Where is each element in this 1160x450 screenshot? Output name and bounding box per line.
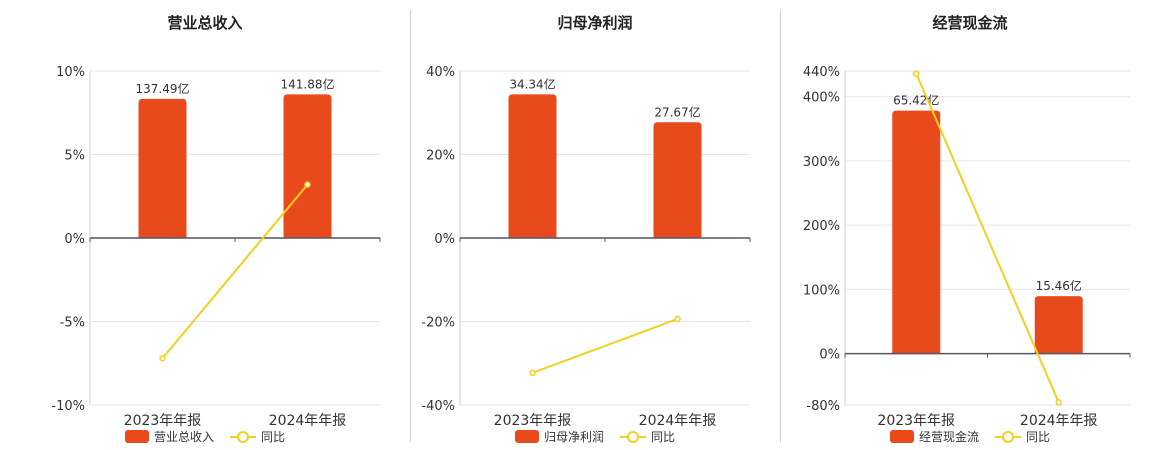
legend-line-swatch (620, 430, 646, 443)
legend: 营业总收入 同比 (0, 428, 410, 445)
legend-line-label: 同比 (651, 430, 676, 444)
y-tick-label: -40% (421, 399, 455, 414)
yoy-line (915, 73, 1060, 403)
bar (283, 94, 332, 238)
legend-bar-label: 经营现金流 (918, 430, 979, 444)
y-tick-label: 440% (803, 65, 840, 80)
yoy-line (161, 183, 309, 359)
y-tick-label: 40% (426, 65, 455, 80)
y-tick-label: 10% (56, 65, 85, 80)
chart-plot: 40% 20% 0% -20% -40% 34.34亿 27.67亿 2023年年报 2024年… (421, 65, 751, 429)
legend-bar-label: 营业总收入 (153, 430, 214, 444)
yoy-point (304, 181, 311, 188)
x-category-label: 2024年年报 (269, 413, 347, 429)
bar-value-label: 15.46亿 (1036, 278, 1082, 293)
bar-value-label: 27.67亿 (654, 104, 700, 119)
y-tick-label: 100% (803, 283, 840, 298)
chart-panel-net-profit: 归母净利润 40% 20% 0% -20% -40% 34.34亿 27.67亿 2023年年… (410, 0, 780, 450)
y-tick-label: 0% (64, 232, 85, 247)
yoy-point (529, 369, 536, 377)
y-tick-label: 200% (803, 219, 840, 234)
y-tick-label: 20% (426, 149, 455, 164)
yoy-point (913, 70, 920, 77)
yoy-point (1055, 399, 1062, 406)
chart-title: 营业总收入 (167, 14, 243, 32)
y-tick-label: -10% (51, 399, 85, 414)
x-category-label: 2024年年报 (639, 413, 717, 429)
y-tick-label: 5% (64, 149, 85, 164)
yoy-point (159, 354, 166, 362)
chart-panel-operating-cash-flow: 经营现金流 440% 400% 300% 200% 100% 0% -80% 65.42亿 15… (780, 0, 1160, 450)
panel-divider (780, 10, 781, 442)
legend: 经营现金流 同比 (780, 428, 1160, 445)
x-category-label: 2023年年报 (877, 413, 955, 429)
legend-line-label: 同比 (1026, 430, 1051, 444)
bar-value-label: 141.88亿 (281, 76, 335, 91)
bar-value-label: 65.42亿 (893, 93, 939, 108)
legend-bar-swatch (514, 430, 539, 443)
bar (892, 110, 941, 354)
chart-panel-revenue: 营业总收入 10% 5% 0% -5% -10% 137.49亿 141.88亿 2023年年… (0, 0, 410, 450)
bar (653, 122, 702, 238)
bar-value-label: 137.49亿 (136, 81, 190, 96)
y-tick-label: 0% (434, 232, 455, 247)
legend: 归母净利润 同比 (410, 428, 780, 445)
panel-divider (410, 10, 411, 442)
y-tick-label: -80% (806, 399, 840, 414)
y-tick-label: 400% (803, 91, 840, 106)
y-tick-label: 300% (803, 155, 840, 170)
chart-plot: 10% 5% 0% -5% -10% 137.49亿 141.88亿 2023年年报 2024年… (51, 65, 381, 429)
x-category-label: 2024年年报 (1020, 413, 1098, 429)
legend-line-swatch (995, 430, 1021, 443)
chart-title: 经营现金流 (932, 14, 1008, 32)
legend-bar-swatch (124, 430, 149, 443)
y-tick-label: -5% (60, 316, 85, 331)
x-category-label: 2023年年报 (494, 413, 572, 429)
bar (138, 98, 187, 238)
y-tick-label: 0% (819, 348, 840, 363)
legend-bar-label: 归母净利润 (543, 430, 604, 444)
legend-line-swatch (230, 430, 256, 443)
bar (1034, 296, 1083, 354)
chart-plot: 440% 400% 300% 200% 100% 0% -80% 65.42亿 15.46亿 20… (803, 65, 1131, 429)
yoy-point (674, 315, 681, 323)
bar-value-label: 34.34亿 (509, 76, 555, 91)
x-category-label: 2023年年报 (124, 413, 202, 429)
y-tick-label: -20% (421, 316, 455, 331)
bar (508, 94, 557, 238)
yoy-line (532, 318, 678, 374)
legend-line-label: 同比 (261, 430, 286, 444)
legend-bar-swatch (889, 430, 914, 443)
chart-title: 归母净利润 (557, 14, 633, 32)
